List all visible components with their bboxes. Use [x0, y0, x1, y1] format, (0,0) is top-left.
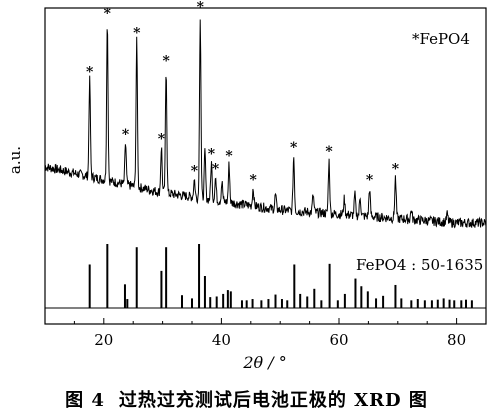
peak-marker: * [325, 144, 333, 160]
peak-marker: * [197, 0, 205, 16]
xrd-pattern [44, 19, 487, 229]
x-axis-label: 2θ / ° [242, 353, 286, 372]
x-tick-label: 20 [94, 331, 113, 349]
peak-marker: * [212, 162, 220, 178]
peak-marker: * [249, 172, 257, 188]
x-tick-label: 40 [212, 331, 231, 349]
peak-marker: * [86, 64, 94, 80]
peak-marker: * [104, 6, 112, 22]
x-tick-label: 60 [329, 331, 348, 349]
peak-markers: ************* *** [86, 0, 400, 188]
y-axis-label: a.u. [6, 146, 24, 174]
reference-pattern [88, 244, 473, 308]
axes-frame [44, 7, 487, 325]
legend-label: *FePO4 [412, 30, 470, 48]
peak-marker: * [290, 140, 298, 156]
x-tick-label: 80 [447, 331, 466, 349]
peak-marker: * [225, 149, 233, 165]
peak-marker: * [392, 162, 400, 178]
x-axis-ticks: 20 40 60 80 [44, 318, 487, 349]
peak-marker: * [162, 54, 170, 70]
peak-marker: * [158, 131, 166, 147]
xrd-pattern-line [44, 19, 487, 229]
caption-text: 过热过充测试后电池正极的 XRD 图 [118, 390, 428, 411]
caption-number: 图 4 [65, 390, 105, 411]
peak-marker: * [366, 172, 374, 188]
peak-marker: * [208, 146, 216, 162]
plot-frame [44, 7, 487, 325]
reference-label: FePO4 : 50-1635 [356, 256, 483, 274]
peak-marker: * [133, 25, 141, 41]
figure-caption: 图 4 过热过充测试后电池正极的 XRD 图 [0, 386, 493, 412]
xrd-chart: ************* *** 20 40 60 80 *FePO4 FePO4 :… [6, 0, 487, 372]
peak-marker: * [122, 127, 130, 143]
peak-marker: * [191, 164, 199, 180]
